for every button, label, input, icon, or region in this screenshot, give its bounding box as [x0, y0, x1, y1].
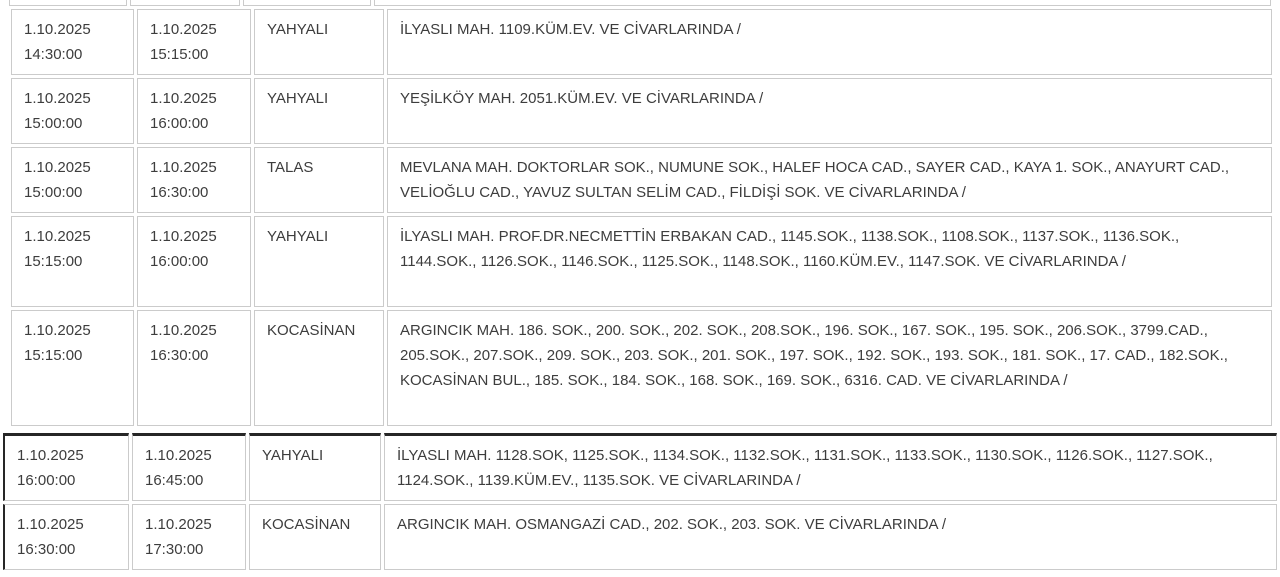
- end-time: 16:00:00: [150, 115, 209, 132]
- end-time: 16:45:00: [145, 472, 204, 489]
- start-datetime-cell: 1.10.2025 15:00:00: [11, 78, 134, 144]
- end-time: 16:30:00: [150, 184, 209, 201]
- district-cell: TALAS: [254, 147, 384, 213]
- end-time: 15:15:00: [150, 46, 209, 63]
- areas-cell: ARGINCIK MAH. 186. SOK., 200. SOK., 202.…: [387, 310, 1272, 426]
- start-datetime-cell: 1.10.2025 14:30:00: [11, 9, 134, 75]
- areas-text: MEVLANA MAH. DOKTORLAR SOK., NUMUNE SOK.…: [400, 159, 1230, 201]
- areas-cell: İLYASLI MAH. 1128.SOK, 1125.SOK., 1134.S…: [384, 433, 1277, 501]
- partial-cell: [243, 0, 371, 6]
- outage-table-upper: 1.10.2025 14:30:00 1.10.2025 15:15:00 YA…: [8, 6, 1275, 429]
- start-time: 15:15:00: [24, 347, 83, 364]
- partial-cell: [374, 0, 1271, 6]
- areas-text: YEŞİLKÖY MAH. 2051.KÜM.EV. VE CİVARLARIN…: [400, 90, 764, 107]
- areas-text: İLYASLI MAH. 1128.SOK, 1125.SOK., 1134.S…: [397, 447, 1213, 489]
- areas-text: ARGINCIK MAH. 186. SOK., 200. SOK., 202.…: [400, 322, 1228, 389]
- district-cell: YAHYALI: [254, 78, 384, 144]
- start-datetime-cell: 1.10.2025 15:00:00: [11, 147, 134, 213]
- start-date: 1.10.2025: [17, 516, 84, 533]
- table-row: 1.10.2025 15:15:00 1.10.2025 16:30:00 KO…: [11, 310, 1272, 426]
- start-time: 14:30:00: [24, 46, 83, 63]
- end-datetime-cell: 1.10.2025 16:00:00: [137, 78, 251, 144]
- end-date: 1.10.2025: [150, 21, 217, 38]
- end-date: 1.10.2025: [150, 322, 217, 339]
- end-datetime-cell: 1.10.2025 16:30:00: [137, 147, 251, 213]
- start-datetime-cell: 1.10.2025 16:00:00: [3, 433, 129, 501]
- start-date: 1.10.2025: [24, 21, 91, 38]
- start-time: 15:15:00: [24, 253, 83, 270]
- start-datetime-cell: 1.10.2025 16:30:00: [3, 504, 129, 570]
- areas-text: ARGINCIK MAH. OSMANGAZİ CAD., 202. SOK.,…: [397, 516, 947, 533]
- table-row: 1.10.2025 15:00:00 1.10.2025 16:00:00 YA…: [11, 78, 1272, 144]
- table-row: 1.10.2025 14:30:00 1.10.2025 15:15:00 YA…: [11, 9, 1272, 75]
- areas-cell: MEVLANA MAH. DOKTORLAR SOK., NUMUNE SOK.…: [387, 147, 1272, 213]
- areas-cell: YEŞİLKÖY MAH. 2051.KÜM.EV. VE CİVARLARIN…: [387, 78, 1272, 144]
- table-row: 1.10.2025 15:00:00 1.10.2025 16:30:00 TA…: [11, 147, 1272, 213]
- start-date: 1.10.2025: [24, 322, 91, 339]
- district-cell: KOCASİNAN: [249, 504, 381, 570]
- end-datetime-cell: 1.10.2025 17:30:00: [132, 504, 246, 570]
- end-date: 1.10.2025: [150, 159, 217, 176]
- start-datetime-cell: 1.10.2025 15:15:00: [11, 310, 134, 426]
- start-time: 15:00:00: [24, 184, 83, 201]
- end-datetime-cell: 1.10.2025 16:00:00: [137, 216, 251, 307]
- partial-row-top-edge: [9, 0, 1271, 6]
- end-date: 1.10.2025: [145, 516, 212, 533]
- end-date: 1.10.2025: [145, 447, 212, 464]
- start-date: 1.10.2025: [24, 90, 91, 107]
- areas-cell: İLYASLI MAH. 1109.KÜM.EV. VE CİVARLARIND…: [387, 9, 1272, 75]
- end-date: 1.10.2025: [150, 90, 217, 107]
- start-date: 1.10.2025: [17, 447, 84, 464]
- end-time: 16:30:00: [150, 347, 209, 364]
- partial-cell: [130, 0, 240, 6]
- partial-cell: [9, 0, 127, 6]
- start-time: 16:00:00: [17, 472, 76, 489]
- start-date: 1.10.2025: [24, 159, 91, 176]
- end-datetime-cell: 1.10.2025 15:15:00: [137, 9, 251, 75]
- end-datetime-cell: 1.10.2025 16:30:00: [137, 310, 251, 426]
- district-cell: YAHYALI: [249, 433, 381, 501]
- areas-cell: İLYASLI MAH. PROF.DR.NECMETTİN ERBAKAN C…: [387, 216, 1272, 307]
- table-row: 1.10.2025 16:30:00 1.10.2025 17:30:00 KO…: [3, 504, 1277, 570]
- district-cell: YAHYALI: [254, 216, 384, 307]
- end-time: 17:30:00: [145, 541, 204, 558]
- district-cell: YAHYALI: [254, 9, 384, 75]
- table-row: 1.10.2025 16:00:00 1.10.2025 16:45:00 YA…: [3, 433, 1277, 501]
- areas-text: İLYASLI MAH. PROF.DR.NECMETTİN ERBAKAN C…: [400, 228, 1180, 270]
- areas-text: İLYASLI MAH. 1109.KÜM.EV. VE CİVARLARIND…: [400, 21, 741, 38]
- start-datetime-cell: 1.10.2025 15:15:00: [11, 216, 134, 307]
- start-time: 16:30:00: [17, 541, 76, 558]
- end-datetime-cell: 1.10.2025 16:45:00: [132, 433, 246, 501]
- end-time: 16:00:00: [150, 253, 209, 270]
- district-cell: KOCASİNAN: [254, 310, 384, 426]
- areas-cell: ARGINCIK MAH. OSMANGAZİ CAD., 202. SOK.,…: [384, 504, 1277, 570]
- end-date: 1.10.2025: [150, 228, 217, 245]
- start-time: 15:00:00: [24, 115, 83, 132]
- start-date: 1.10.2025: [24, 228, 91, 245]
- table-row: 1.10.2025 15:15:00 1.10.2025 16:00:00 YA…: [11, 216, 1272, 307]
- outage-table-lower: 1.10.2025 16:00:00 1.10.2025 16:45:00 YA…: [0, 430, 1280, 573]
